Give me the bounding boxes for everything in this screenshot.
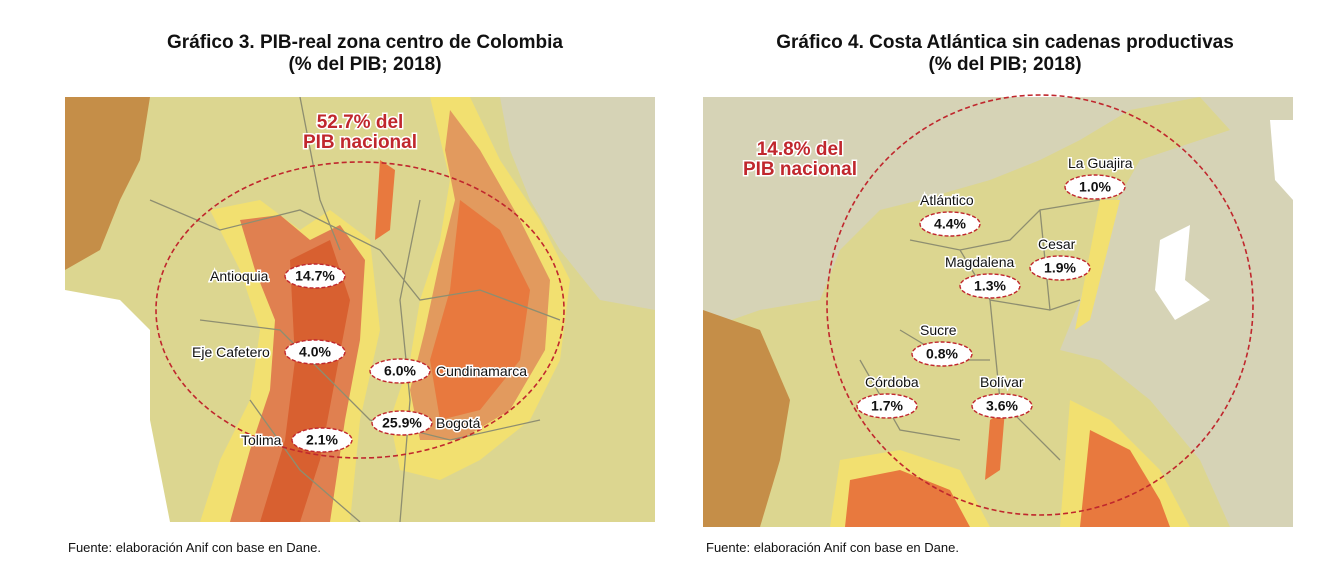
panel-subtitle: (% del PIB; 2018) xyxy=(928,54,1081,75)
value-bubble xyxy=(1029,255,1091,281)
value-bubble xyxy=(369,358,431,384)
region-value: 14.7% xyxy=(295,268,335,284)
total-annotation: 52.7% del xyxy=(317,112,404,133)
region-name: Atlántico xyxy=(920,192,974,208)
value-bubble xyxy=(371,410,433,436)
value-bubble xyxy=(959,273,1021,299)
panel-subtitle: (% del PIB; 2018) xyxy=(288,54,441,75)
panel-title: Gráfico 3. PIB-real zona centro de Colom… xyxy=(167,32,563,53)
region-name: Córdoba xyxy=(865,374,919,390)
region-value: 0.8% xyxy=(926,346,958,362)
value-bubble xyxy=(971,393,1033,419)
source-note: Fuente: elaboración Anif con base en Dan… xyxy=(68,540,321,555)
region-name: Bolívar xyxy=(980,374,1024,390)
region-name: La Guajira xyxy=(1068,155,1133,171)
region-value: 1.3% xyxy=(974,278,1006,294)
region-name: Cundinamarca xyxy=(436,363,527,379)
value-bubble xyxy=(284,263,346,289)
value-bubble xyxy=(1064,174,1126,200)
region-value: 4.0% xyxy=(299,344,331,360)
region-name: Bogotá xyxy=(436,415,481,431)
region-value: 2.1% xyxy=(306,432,338,448)
panel-title: Gráfico 4. Costa Atlántica sin cadenas p… xyxy=(776,32,1234,53)
region-value: 6.0% xyxy=(384,363,416,379)
map-right xyxy=(703,97,1293,527)
value-bubble xyxy=(856,393,918,419)
region-name: Sucre xyxy=(920,322,957,338)
region-value: 1.0% xyxy=(1079,179,1111,195)
total-annotation: PIB nacional xyxy=(303,132,417,153)
region-name: Tolima xyxy=(241,432,282,448)
value-bubble xyxy=(911,341,973,367)
region-name: Cesar xyxy=(1038,236,1076,252)
region-value: 4.4% xyxy=(934,216,966,232)
total-annotation: PIB nacional xyxy=(743,159,857,180)
value-bubble xyxy=(284,339,346,365)
region-name: Eje Cafetero xyxy=(192,344,270,360)
highlight-circle xyxy=(826,94,1254,516)
region-value: 1.7% xyxy=(871,398,903,414)
highlight-circle xyxy=(155,161,565,459)
value-bubble xyxy=(919,211,981,237)
map-left xyxy=(65,97,655,522)
region-name: Magdalena xyxy=(945,254,1014,270)
region-value: 1.9% xyxy=(1044,260,1076,276)
region-value: 3.6% xyxy=(986,398,1018,414)
source-note: Fuente: elaboración Anif con base en Dan… xyxy=(706,540,959,555)
value-bubble xyxy=(291,427,353,453)
region-value: 25.9% xyxy=(382,415,422,431)
total-annotation: 14.8% del xyxy=(757,139,844,160)
region-name: Antioquia xyxy=(210,268,269,284)
